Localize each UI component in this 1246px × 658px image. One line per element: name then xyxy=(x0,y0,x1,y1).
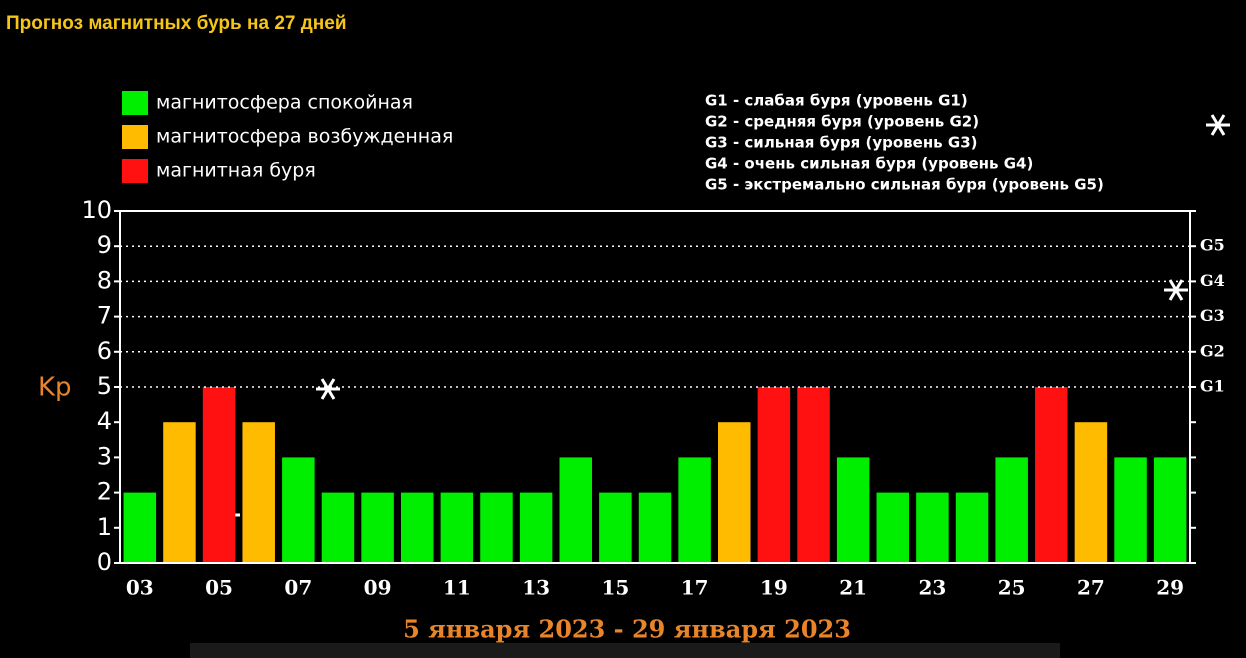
bar xyxy=(718,422,751,563)
bar xyxy=(916,492,949,563)
bar xyxy=(1114,457,1147,563)
bar xyxy=(797,387,830,563)
y-tick-label: 3 xyxy=(97,442,112,470)
x-tick-label: 03 xyxy=(126,576,154,600)
note: G1 - слабая буря (уровень G1) xyxy=(705,92,968,110)
legend-label: магнитосфера возбужденная xyxy=(156,126,453,148)
bar xyxy=(599,492,632,563)
y-axis-label: Kp xyxy=(38,373,72,403)
bar xyxy=(321,492,355,563)
x-tick-label: 29 xyxy=(1156,576,1184,600)
y2-tick-label: G4 xyxy=(1200,271,1225,290)
bar xyxy=(519,492,553,563)
bar xyxy=(955,492,989,563)
bar xyxy=(1153,457,1187,563)
legend-label: магнитосфера спокойная xyxy=(156,92,413,114)
bar xyxy=(678,457,711,563)
x-tick-label: 21 xyxy=(839,576,867,600)
subtitle: 5 января 2023 - 29 января 2023 xyxy=(403,615,851,644)
y-tick-label: 4 xyxy=(97,407,112,435)
bar xyxy=(282,457,315,563)
bar xyxy=(638,492,672,563)
bar xyxy=(123,492,157,563)
x-tick-label: 27 xyxy=(1077,576,1105,600)
x-tick-label: 23 xyxy=(918,576,946,600)
y-tick-label: 6 xyxy=(97,337,112,365)
bar xyxy=(876,492,910,563)
x-tick-label: 19 xyxy=(760,576,788,600)
x-tick-label: 25 xyxy=(998,576,1026,600)
x-tick-label: 11 xyxy=(443,576,471,600)
bar xyxy=(163,422,196,563)
bar xyxy=(480,492,513,563)
bar xyxy=(202,387,236,563)
bar xyxy=(400,492,434,563)
y2-tick-label: G3 xyxy=(1200,306,1225,325)
x-tick-label: 07 xyxy=(284,576,312,600)
note: G2 - средняя буря (уровень G2) xyxy=(705,113,979,131)
bar xyxy=(440,492,474,563)
bar xyxy=(242,422,275,563)
legend-swatch xyxy=(122,125,148,149)
y-tick-label: 0 xyxy=(97,548,112,576)
note: G3 - сильная буря (уровень G3) xyxy=(705,134,978,152)
legend-swatch xyxy=(122,91,148,115)
y2-tick-label: G5 xyxy=(1200,236,1225,255)
y-tick-label: 5 xyxy=(97,372,112,400)
y2-tick-label: G2 xyxy=(1200,341,1225,360)
bar xyxy=(995,457,1028,563)
y-tick-label: 10 xyxy=(81,196,112,224)
bar xyxy=(559,457,592,563)
bar xyxy=(757,387,791,563)
y-tick-label: 9 xyxy=(97,231,112,259)
y-tick-label: 2 xyxy=(97,478,112,506)
x-tick-label: 09 xyxy=(364,576,392,600)
bar xyxy=(361,492,394,563)
note: G5 - экстремально сильная буря (уровень … xyxy=(705,176,1104,194)
legend-swatch xyxy=(122,159,148,183)
footer-bar xyxy=(190,643,1060,658)
bar xyxy=(836,457,870,563)
y-tick-label: 7 xyxy=(97,302,112,330)
legend-label: магнитная буря xyxy=(156,160,316,182)
x-tick-label: 05 xyxy=(205,576,233,600)
x-tick-label: 17 xyxy=(681,576,709,600)
x-tick-label: 13 xyxy=(522,576,550,600)
bar xyxy=(1074,422,1108,563)
chart-title: Прогноз магнитных бурь на 27 дней xyxy=(6,13,347,34)
x-tick-label: 15 xyxy=(601,576,629,600)
note: G4 - очень сильная буря (уровень G4) xyxy=(705,155,1033,173)
y-tick-label: 1 xyxy=(97,513,112,541)
bar xyxy=(1035,387,1068,563)
y2-tick-label: G1 xyxy=(1200,377,1225,396)
y-tick-label: 8 xyxy=(97,266,112,294)
